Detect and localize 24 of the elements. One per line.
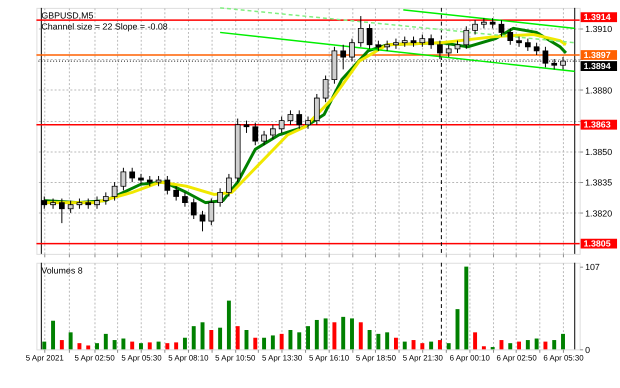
x-tick-label: 5 Apr 18:50 (356, 354, 397, 363)
y-tick-label: 1.3820 (585, 208, 612, 218)
x-tick-label: 6 Apr 05:30 (543, 354, 584, 363)
x-tick-label: 5 Apr 10:50 (215, 354, 256, 363)
x-tick-label: 5 Apr 16:10 (308, 354, 350, 363)
y-tick-label: 0 (585, 344, 590, 355)
x-tick-label: 6 Apr 02:50 (496, 354, 538, 363)
y-tick-label: 1.3835 (585, 178, 612, 188)
y-tick-label: 107 (585, 262, 600, 272)
ref-line-label: 1.3894 (584, 61, 611, 72)
y-tick-label: 1.3850 (585, 146, 612, 157)
x-tick-label: 6 Apr 00:10 (450, 354, 490, 363)
ref-line-label: 1.3863 (584, 120, 611, 130)
ref-line-label: 1.3914 (584, 12, 611, 22)
x-tick-label: 5 Apr 21:30 (402, 354, 444, 363)
y-tick-label: 1.3910 (585, 24, 612, 34)
x-tick-label: 5 Apr 2021 (26, 354, 64, 363)
ref-line-label: 1.3897 (584, 50, 611, 60)
ref-line-label: 1.3805 (584, 238, 611, 249)
x-tick-label: 5 Apr 02:50 (74, 354, 116, 363)
y-tick-label: 1.3880 (585, 85, 612, 96)
x-tick-label: 5 Apr 08:10 (168, 354, 210, 363)
x-tick-label: 5 Apr 13:30 (262, 354, 303, 363)
x-tick-label: 5 Apr 05:30 (121, 354, 162, 363)
